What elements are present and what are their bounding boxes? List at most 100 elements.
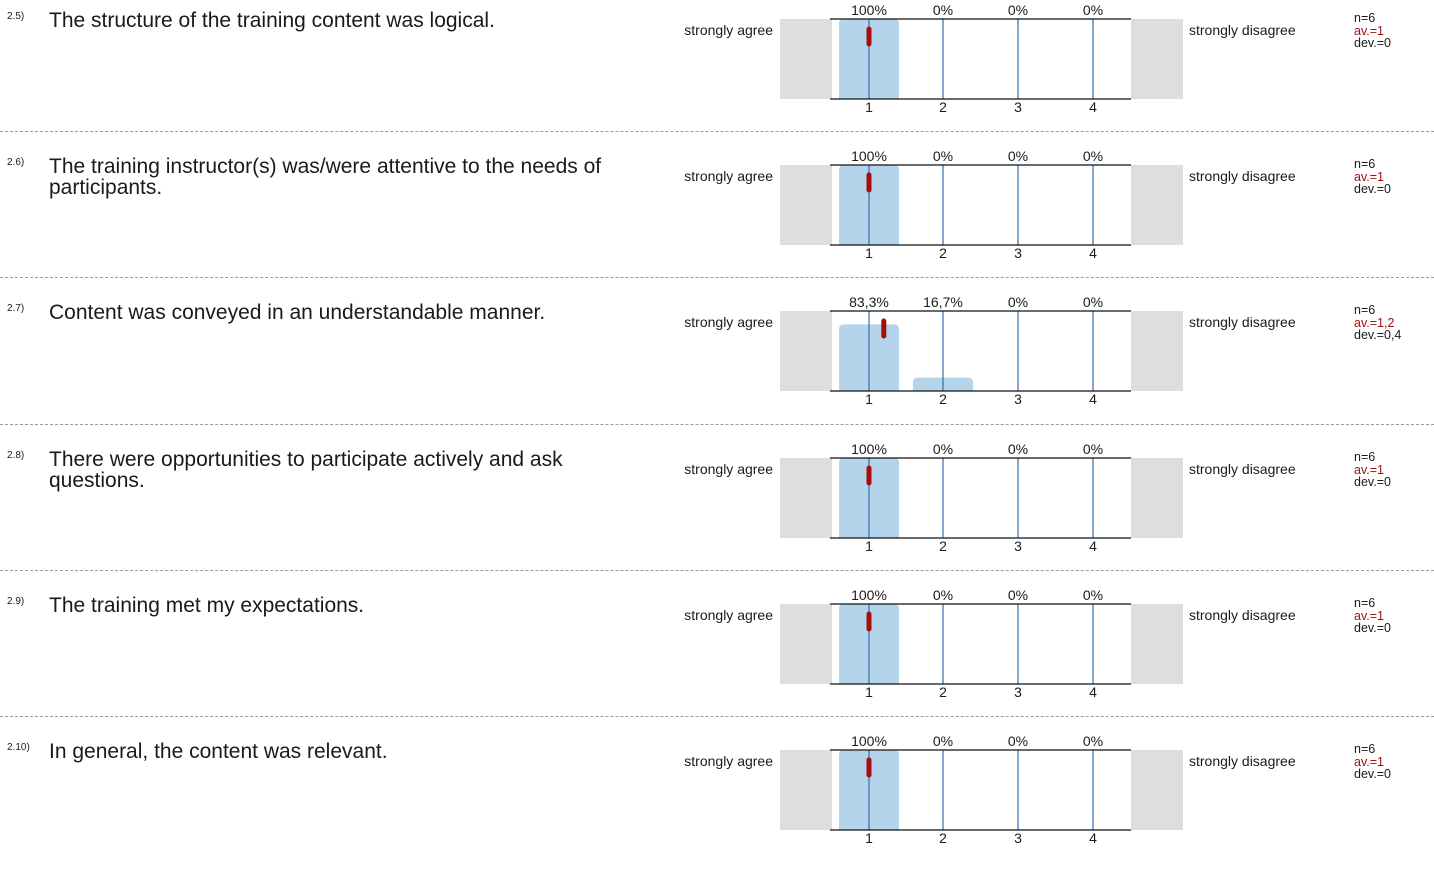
row-separator	[0, 424, 1434, 425]
option-tick-label: 3	[1014, 99, 1022, 115]
left-side-box	[780, 604, 832, 684]
question-text: The structure of the training content wa…	[49, 9, 495, 32]
scale-right-label: strongly disagree	[1189, 314, 1296, 330]
percentage-label: 0%	[933, 587, 953, 603]
row-separator	[0, 131, 1434, 132]
count-n: n=6	[1354, 596, 1376, 610]
percentage-label: 0%	[1008, 148, 1028, 164]
question-row: 2.6) The training instructor(s) was/were…	[0, 146, 1434, 292]
count-n: n=6	[1354, 450, 1376, 464]
summary-stats: n=6 av.=1 dev.=0	[1354, 451, 1391, 489]
left-side-box	[780, 458, 832, 538]
scale-left-label: strongly agree	[684, 461, 773, 477]
question-number: 2.8)	[7, 450, 25, 461]
right-side-box	[1131, 458, 1183, 538]
question-text: The training met my expectations.	[49, 594, 365, 617]
distribution-chart: 83,3% 16,7% 0% 0% 1 2 3 4	[780, 294, 1183, 407]
percentage-label: 100%	[851, 733, 887, 749]
question-row: 2.7) Content was conveyed in an understa…	[0, 292, 1434, 438]
count-n: n=6	[1354, 11, 1376, 25]
deviation-value: dev.=0,4	[1354, 328, 1402, 342]
right-side-box	[1131, 165, 1183, 245]
question-number: 2.7)	[7, 303, 25, 314]
question-number: 2.9)	[7, 596, 25, 607]
scale-left-label: strongly agree	[684, 22, 773, 38]
question-row: 2.5) The structure of the training conte…	[0, 0, 1434, 146]
deviation-value: dev.=0	[1354, 475, 1391, 489]
count-n: n=6	[1354, 742, 1376, 756]
scale-left-label: strongly agree	[684, 753, 773, 769]
percentage-label: 0%	[1083, 2, 1103, 18]
summary-stats: n=6 av.=1 dev.=0	[1354, 158, 1391, 196]
question-text: In general, the content was relevant.	[49, 740, 388, 763]
scale-left-label: strongly agree	[684, 314, 773, 330]
percentage-label: 100%	[851, 148, 887, 164]
row-separator	[0, 277, 1434, 278]
right-side-box	[1131, 750, 1183, 830]
option-tick-label: 4	[1089, 830, 1097, 846]
option-tick-label: 3	[1014, 684, 1022, 700]
average-value: av.=1	[1354, 462, 1384, 477]
option-tick-label: 1	[865, 391, 873, 407]
option-tick-label: 1	[865, 684, 873, 700]
average-value: av.=1	[1354, 754, 1384, 769]
percentage-label: 100%	[851, 441, 887, 457]
percentage-label: 0%	[1083, 733, 1103, 749]
question-row: 2.9) The training met my expectations. s…	[0, 585, 1434, 731]
option-tick-label: 2	[939, 538, 947, 554]
option-tick-label: 4	[1089, 245, 1097, 261]
scale-left-label: strongly agree	[684, 168, 773, 184]
percentage-label: 0%	[1008, 733, 1028, 749]
question-number: 2.6)	[7, 157, 25, 168]
option-tick-label: 1	[865, 99, 873, 115]
percentage-label: 0%	[1008, 587, 1028, 603]
option-tick-label: 2	[939, 684, 947, 700]
right-side-box	[1131, 19, 1183, 99]
option-tick-label: 1	[865, 830, 873, 846]
distribution-chart: 100% 0% 0% 0% 1 2 3 4	[780, 441, 1183, 554]
option-tick-label: 1	[865, 538, 873, 554]
question-row: 2.10) In general, the content was releva…	[0, 731, 1434, 877]
option-tick-label: 2	[939, 830, 947, 846]
percentage-label: 83,3%	[849, 294, 889, 310]
percentage-label: 0%	[933, 148, 953, 164]
option-tick-label: 3	[1014, 538, 1022, 554]
summary-stats: n=6 av.=1 dev.=0	[1354, 743, 1391, 781]
percentage-label: 100%	[851, 2, 887, 18]
percentage-label: 0%	[1083, 587, 1103, 603]
scale-right-label: strongly disagree	[1189, 753, 1296, 769]
option-tick-label: 2	[939, 99, 947, 115]
percentage-label: 0%	[1008, 2, 1028, 18]
summary-stats: n=6 av.=1 dev.=0	[1354, 597, 1391, 635]
summary-stats: n=6 av.=1 dev.=0	[1354, 12, 1391, 50]
question-text: There were opportunities to participate …	[49, 448, 563, 492]
row-separator	[0, 716, 1434, 717]
average-value: av.=1	[1354, 23, 1384, 38]
left-side-box	[780, 750, 832, 830]
question-text: Content was conveyed in an understandabl…	[49, 301, 546, 324]
deviation-value: dev.=0	[1354, 182, 1391, 196]
question-number: 2.10)	[7, 742, 30, 753]
percentage-label: 0%	[1083, 148, 1103, 164]
distribution-chart: 100% 0% 0% 0% 1 2 3 4	[780, 733, 1183, 846]
percentage-label: 0%	[1083, 441, 1103, 457]
option-tick-label: 3	[1014, 830, 1022, 846]
row-separator	[0, 570, 1434, 571]
scale-right-label: strongly disagree	[1189, 22, 1296, 38]
option-tick-label: 4	[1089, 391, 1097, 407]
scale-right-label: strongly disagree	[1189, 461, 1296, 477]
percentage-label: 0%	[1008, 294, 1028, 310]
percentage-label: 0%	[933, 441, 953, 457]
option-tick-label: 3	[1014, 391, 1022, 407]
percentage-label: 0%	[933, 2, 953, 18]
option-tick-label: 1	[865, 245, 873, 261]
count-n: n=6	[1354, 303, 1376, 317]
question-number: 2.5)	[7, 11, 25, 22]
scale-right-label: strongly disagree	[1189, 168, 1296, 184]
percentage-label: 16,7%	[923, 294, 963, 310]
question-row: 2.8) There were opportunities to partici…	[0, 439, 1434, 585]
option-tick-label: 2	[939, 391, 947, 407]
percentage-label: 100%	[851, 587, 887, 603]
option-tick-label: 4	[1089, 684, 1097, 700]
scale-right-label: strongly disagree	[1189, 607, 1296, 623]
